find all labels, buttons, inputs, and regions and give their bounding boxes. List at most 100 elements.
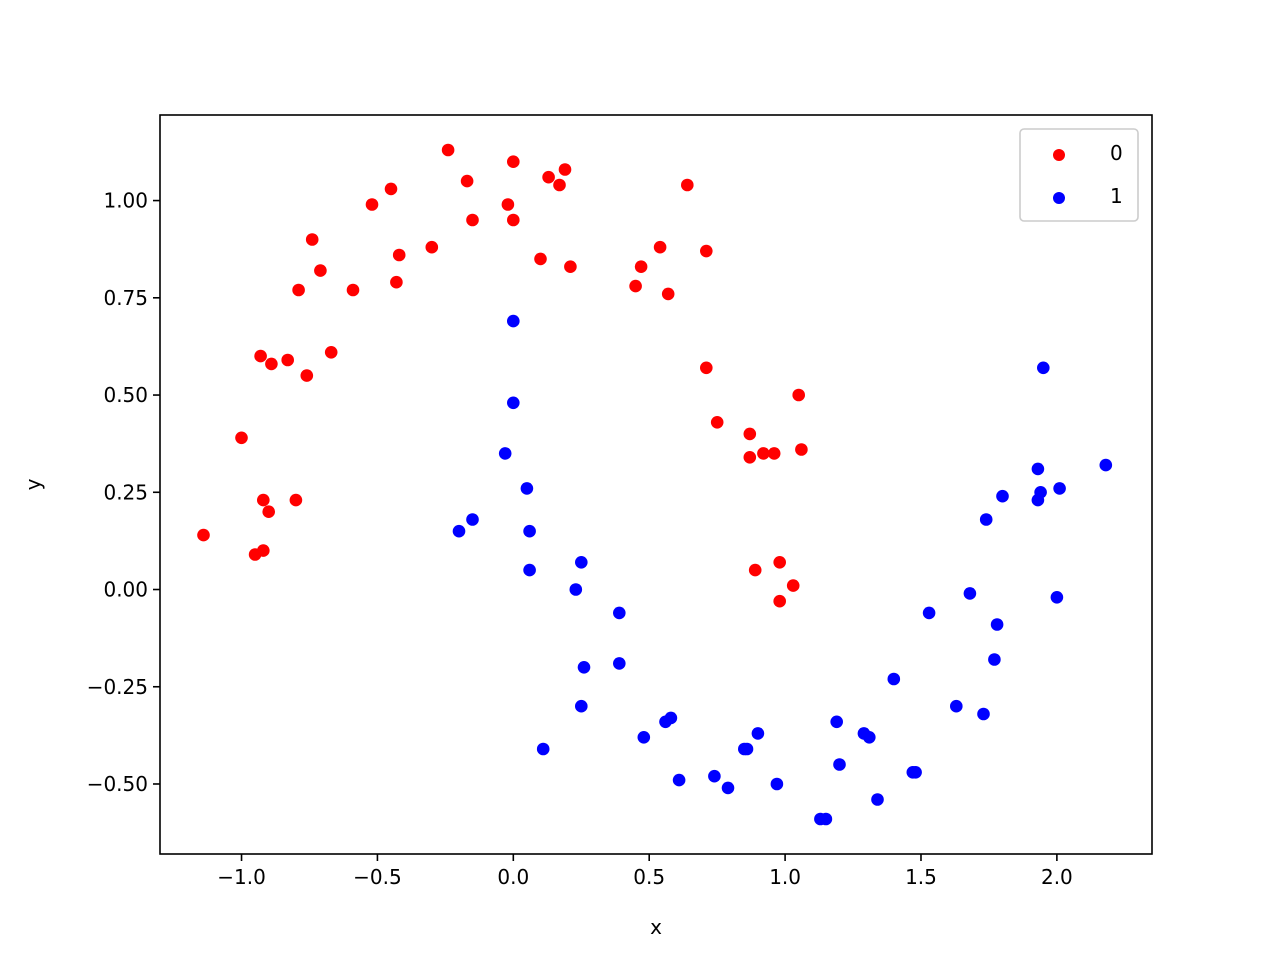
data-point-series-1-2 bbox=[498, 447, 512, 460]
data-point-series-1-12 bbox=[613, 657, 626, 670]
data-point-series-0-8 bbox=[281, 353, 295, 367]
data-point-series-1-6 bbox=[523, 524, 536, 538]
data-point-series-0-10 bbox=[300, 369, 314, 382]
y-tick-label: 0.25 bbox=[103, 480, 148, 504]
data-point-series-1-46 bbox=[1037, 361, 1050, 375]
y-tick-label: 1.00 bbox=[103, 189, 148, 213]
data-point-series-0-6 bbox=[254, 349, 267, 363]
x-tick-label: −1.0 bbox=[217, 865, 266, 889]
y-tick-label: 0.00 bbox=[103, 578, 148, 602]
data-point-series-1-22 bbox=[740, 742, 754, 756]
data-point-series-1-38 bbox=[977, 707, 990, 721]
data-point-series-0-49 bbox=[773, 594, 786, 608]
x-tick-label: 0.0 bbox=[497, 865, 529, 889]
data-point-series-1-49 bbox=[1099, 458, 1113, 472]
data-point-series-0-17 bbox=[384, 182, 398, 196]
data-point-series-0-42 bbox=[757, 447, 770, 460]
data-point-series-1-18 bbox=[672, 773, 686, 787]
y-axis-label: y bbox=[21, 478, 45, 490]
data-point-series-0-35 bbox=[661, 287, 675, 301]
data-point-series-1-9 bbox=[569, 583, 583, 596]
data-point-series-0-12 bbox=[305, 233, 319, 246]
legend-marker-series-0 bbox=[1053, 149, 1065, 161]
data-point-series-0-26 bbox=[507, 155, 520, 168]
data-point-series-0-21 bbox=[441, 143, 455, 157]
legend-marker-series-1 bbox=[1053, 192, 1065, 204]
data-point-series-1-15 bbox=[637, 731, 651, 744]
data-point-series-0-4 bbox=[257, 493, 270, 507]
x-tick-label: 1.0 bbox=[769, 865, 801, 889]
x-tick-label: 0.5 bbox=[633, 865, 665, 889]
data-point-series-1-8 bbox=[575, 556, 588, 569]
data-point-series-1-0 bbox=[507, 314, 520, 328]
data-point-series-0-20 bbox=[425, 240, 439, 254]
x-tick-label: −0.5 bbox=[353, 865, 402, 889]
data-point-series-1-42 bbox=[996, 489, 1009, 503]
data-point-series-1-7 bbox=[523, 563, 536, 577]
data-point-series-0-43 bbox=[767, 447, 781, 460]
data-point-series-0-44 bbox=[792, 388, 805, 402]
data-point-series-1-47 bbox=[1050, 591, 1064, 604]
data-point-series-0-29 bbox=[553, 178, 566, 192]
data-point-series-0-37 bbox=[700, 244, 713, 258]
data-point-series-0-0 bbox=[197, 528, 210, 542]
data-point-series-0-24 bbox=[501, 198, 515, 211]
data-point-series-1-3 bbox=[520, 482, 534, 495]
x-tick-label: 2.0 bbox=[1041, 865, 1073, 889]
data-point-series-0-15 bbox=[346, 283, 360, 297]
data-point-series-1-1 bbox=[507, 396, 520, 410]
data-point-series-0-27 bbox=[534, 252, 547, 266]
data-point-series-0-30 bbox=[558, 163, 572, 176]
data-point-series-1-10 bbox=[613, 606, 626, 620]
data-point-series-0-9 bbox=[289, 493, 303, 507]
data-point-series-0-5 bbox=[262, 505, 276, 518]
data-point-series-0-3 bbox=[257, 544, 270, 557]
data-point-series-1-20 bbox=[721, 781, 735, 795]
data-point-series-0-16 bbox=[365, 198, 379, 211]
data-point-series-0-41 bbox=[743, 451, 757, 464]
data-point-series-1-40 bbox=[988, 653, 1001, 666]
data-point-series-1-24 bbox=[770, 777, 784, 791]
data-point-series-0-22 bbox=[460, 174, 474, 188]
data-point-series-1-31 bbox=[871, 793, 884, 806]
data-point-series-1-32 bbox=[887, 672, 901, 686]
data-point-series-1-11 bbox=[577, 661, 591, 674]
data-point-series-1-28 bbox=[819, 812, 833, 826]
data-point-series-0-32 bbox=[629, 279, 642, 293]
data-point-series-1-13 bbox=[575, 699, 588, 713]
x-tick-label: 1.5 bbox=[905, 865, 937, 889]
legend: 0 1 bbox=[1019, 128, 1139, 222]
data-point-series-0-19 bbox=[392, 248, 406, 262]
data-point-series-1-34 bbox=[909, 766, 922, 779]
data-point-series-1-23 bbox=[751, 727, 765, 740]
data-point-series-1-14 bbox=[536, 742, 550, 756]
data-point-series-1-36 bbox=[950, 699, 963, 713]
data-point-series-0-33 bbox=[634, 260, 648, 274]
data-point-series-1-45 bbox=[1034, 486, 1047, 499]
data-point-series-1-48 bbox=[1053, 482, 1066, 495]
data-point-series-0-25 bbox=[507, 213, 520, 227]
data-point-series-1-41 bbox=[990, 618, 1004, 631]
data-point-series-0-38 bbox=[700, 361, 713, 375]
data-point-series-0-39 bbox=[710, 416, 724, 429]
data-point-series-1-17 bbox=[664, 711, 678, 725]
data-point-series-1-19 bbox=[708, 769, 721, 783]
data-point-series-1-26 bbox=[833, 758, 846, 771]
data-point-series-0-31 bbox=[564, 260, 577, 274]
data-point-series-0-7 bbox=[265, 357, 278, 371]
plot-frame bbox=[159, 114, 1153, 855]
data-point-series-0-47 bbox=[748, 563, 762, 577]
data-point-series-0-1 bbox=[235, 431, 248, 445]
data-point-series-1-35 bbox=[922, 606, 936, 620]
data-point-series-0-34 bbox=[653, 240, 667, 254]
y-axis-ticks: −0.50 −0.25 0.00 0.25 0.50 0.75 1.00 bbox=[87, 189, 160, 796]
data-point-series-0-18 bbox=[390, 275, 403, 289]
data-point-series-0-14 bbox=[324, 346, 338, 359]
y-tick-label: 0.50 bbox=[103, 383, 148, 407]
legend-label-series-1: 1 bbox=[1110, 184, 1123, 208]
data-point-series-0-45 bbox=[795, 443, 808, 456]
y-tick-label: 0.75 bbox=[103, 286, 148, 310]
data-point-series-0-23 bbox=[466, 213, 479, 227]
x-axis-ticks: −1.0 −0.5 0.0 0.5 1.0 1.5 2.0 bbox=[217, 854, 1073, 889]
